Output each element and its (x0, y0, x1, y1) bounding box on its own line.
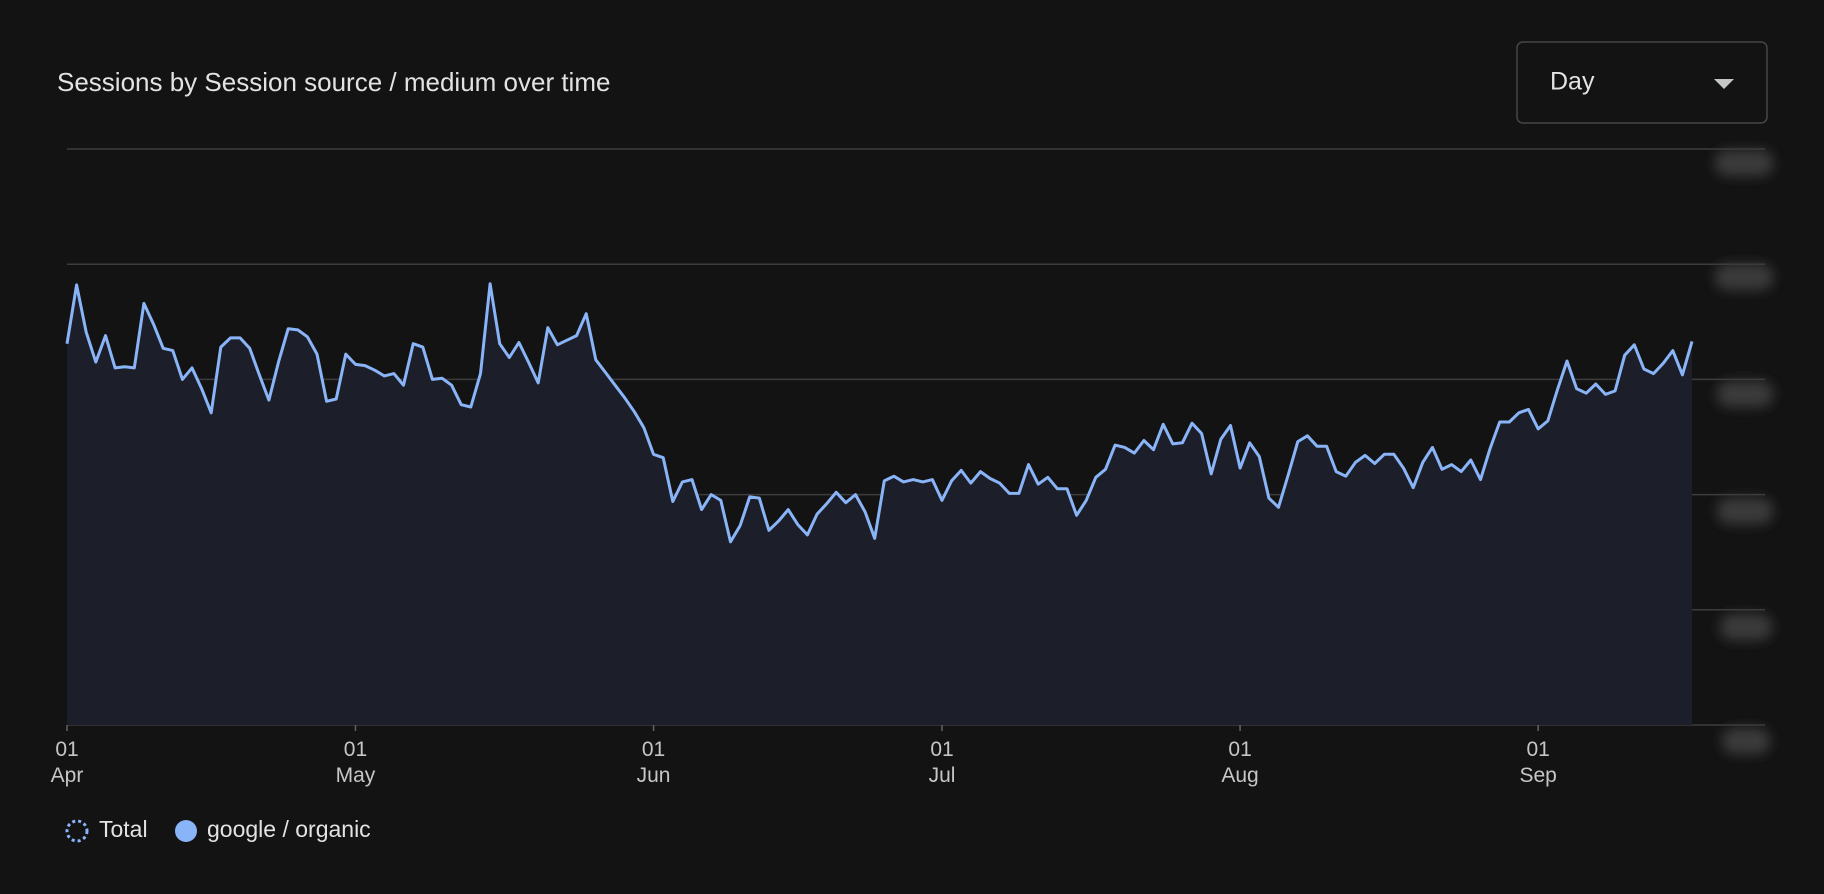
blurred-label (1720, 614, 1772, 640)
x-tick-label-line: 01 (930, 738, 953, 761)
blurred-label (1717, 381, 1773, 407)
x-tick-label: 01 May (336, 738, 376, 787)
legend-series-swatch[interactable] (175, 820, 197, 842)
series-line (65, 282, 1694, 544)
legend: Total google / organic (65, 816, 371, 843)
legend-total[interactable]: Total (99, 816, 148, 842)
legend-series[interactable]: google / organic (207, 816, 371, 842)
dropdown-arrow[interactable] (1714, 79, 1734, 89)
x-tick-label-line: 01 (642, 738, 665, 761)
series-area (67, 283, 1692, 725)
x-tick-label-line: 01 (1526, 738, 1549, 761)
legend-total-swatch[interactable] (65, 819, 89, 843)
x-tick-label: 01 Jul (929, 738, 956, 787)
dropdown-box[interactable] (1516, 41, 1768, 124)
x-tick-label-line: 01 (55, 738, 78, 761)
x-tick-label-line: Sep (1519, 764, 1556, 787)
granularity-dropdown[interactable]: Day (1516, 41, 1768, 124)
x-tick-label-line: Jul (929, 764, 956, 787)
x-tick-label-line: 01 (344, 738, 367, 761)
x-tick-label: 01 Aug (1221, 738, 1258, 787)
x-tick-label: 01 Jun (637, 738, 671, 787)
x-tick-label-line: Jun (637, 764, 671, 787)
blurred-label (1715, 150, 1773, 176)
dropdown-label[interactable]: Day (1550, 68, 1595, 96)
x-tick-label: 01 Sep (1519, 738, 1556, 787)
blurred-label (1715, 264, 1773, 290)
blurred-label (1722, 728, 1770, 754)
blurred-axis-labels (1715, 150, 1773, 754)
x-tick-label-line: May (336, 764, 376, 787)
blurred-label (1717, 498, 1773, 524)
x-tick-label-line: Apr (51, 764, 84, 787)
x-tick-label: 01 Apr (51, 738, 84, 787)
x-tick-label-line: Aug (1221, 764, 1258, 787)
chart-title: Sessions by Session source / medium over… (57, 67, 610, 97)
x-tick-label-line: 01 (1228, 738, 1251, 761)
